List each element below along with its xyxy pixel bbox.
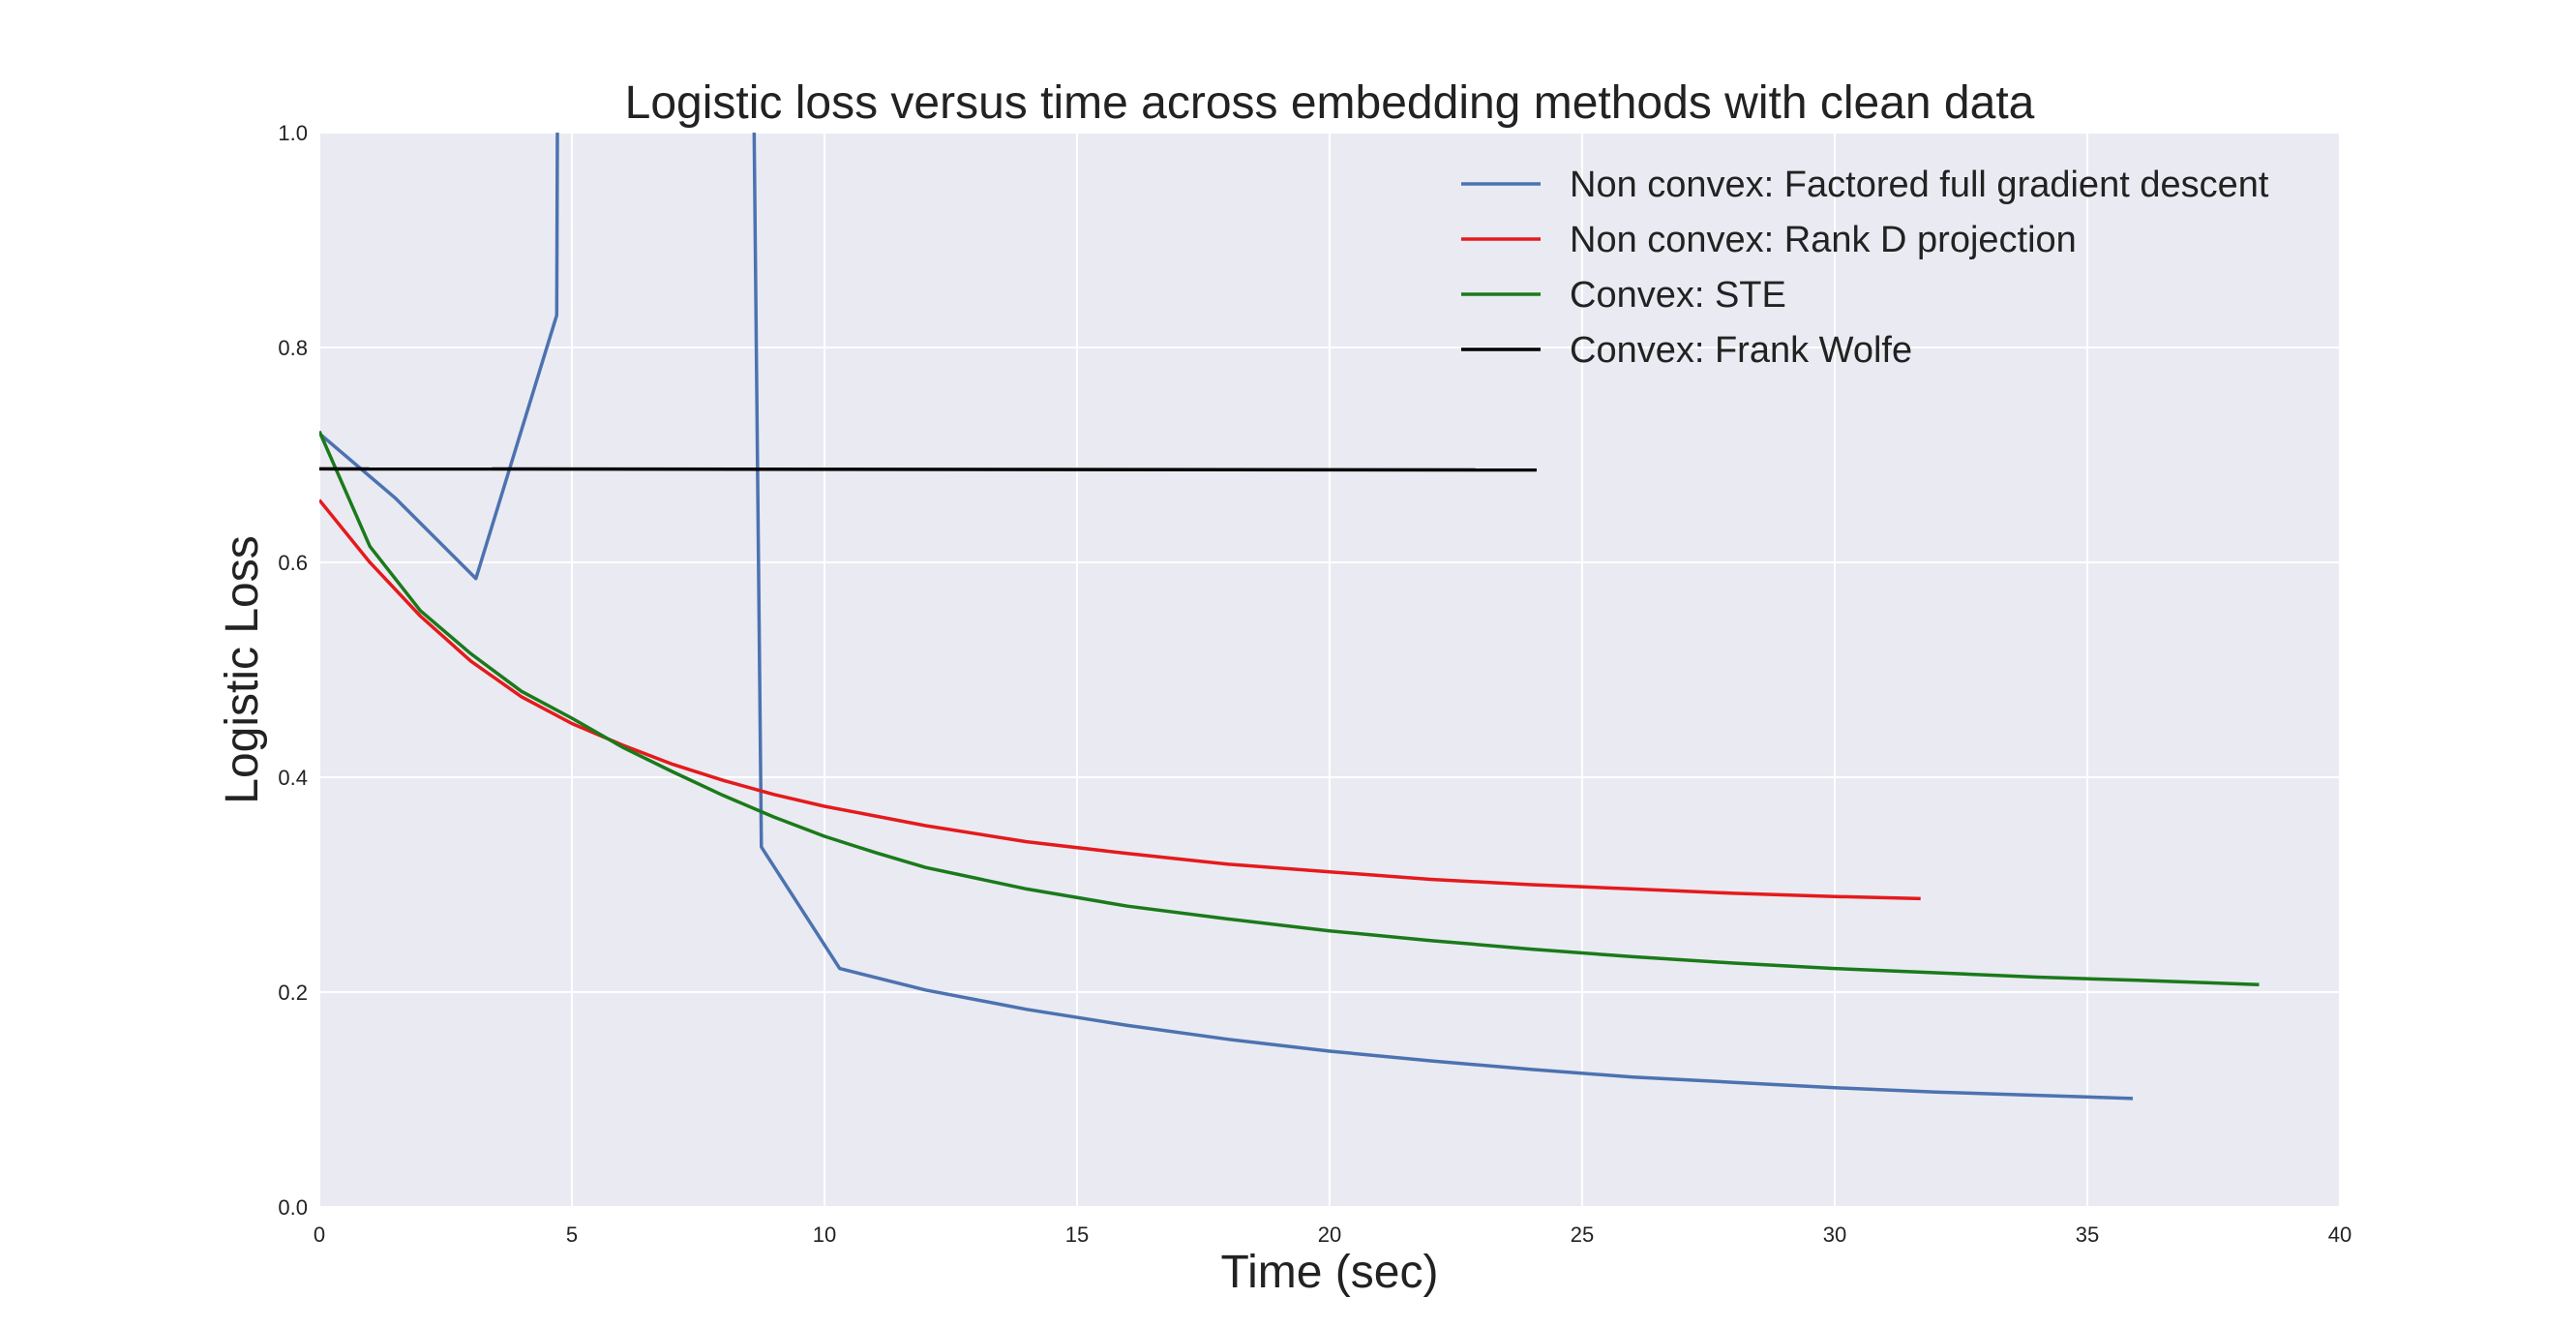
grid [318, 132, 2341, 1208]
x-tick-label: 20 [1318, 1222, 1341, 1247]
legend: Non convex: Factored full gradient desce… [1461, 165, 2269, 371]
legend-label-3: Convex: STE [1570, 275, 1786, 316]
y-tick-label: 1.0 [278, 121, 308, 145]
x-tick-label: 25 [1571, 1222, 1594, 1247]
x-axis-label: Time (sec) [1221, 1247, 1439, 1298]
x-tick-label: 35 [2076, 1222, 2099, 1247]
tick-labels: 0 5 10 15 20 25 30 35 40 0.0 0.2 0.4 0.6 0.8 1.0 [278, 121, 2351, 1247]
x-tick-label: 40 [2328, 1222, 2351, 1247]
x-tick-label: 5 [566, 1222, 578, 1247]
series-line-4 [319, 467, 1538, 472]
y-axis-label: Logistic Loss [217, 535, 268, 803]
series-line-3 [319, 430, 2260, 986]
legend-label-4: Convex: Frank Wolfe [1570, 330, 1912, 371]
y-tick-label: 0.6 [278, 551, 308, 575]
y-tick-label: 0.8 [278, 336, 308, 360]
x-tick-label: 0 [314, 1222, 325, 1247]
x-tick-label: 15 [1065, 1222, 1089, 1247]
y-tick-label: 0.0 [278, 1195, 308, 1220]
x-tick-label: 10 [813, 1222, 836, 1247]
series-line-2 [319, 498, 1921, 901]
y-tick-label: 0.2 [278, 981, 308, 1005]
x-tick-label: 30 [1823, 1222, 1846, 1247]
series-line-1 [319, 133, 2134, 1101]
y-tick-label: 0.4 [278, 766, 308, 790]
legend-label-2: Non convex: Rank D projection [1570, 220, 2077, 260]
series-layer [319, 133, 2260, 1101]
legend-label-1: Non convex: Factored full gradient desce… [1570, 165, 2269, 205]
chart-title: Logistic loss versus time across embeddi… [625, 77, 2035, 129]
